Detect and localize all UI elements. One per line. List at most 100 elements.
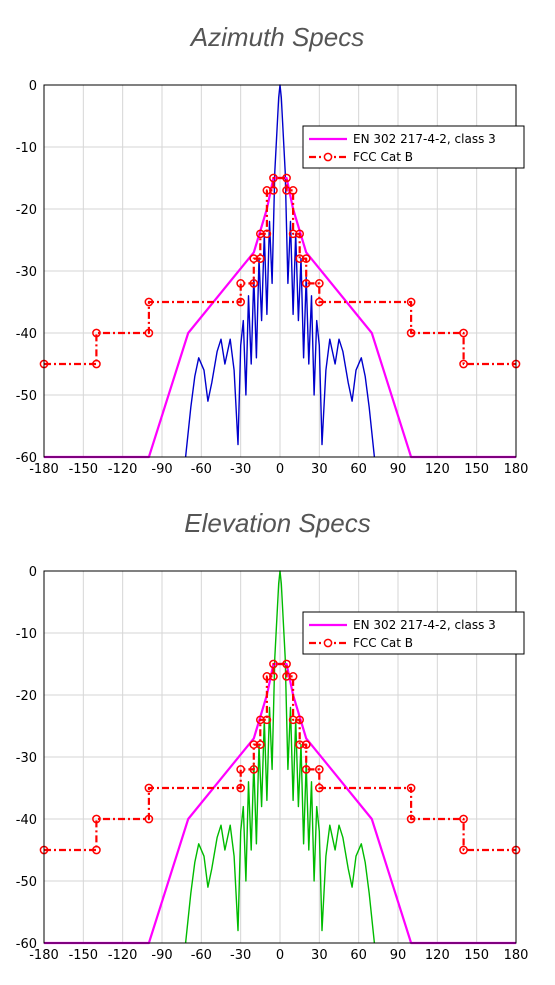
elevation-fcc-marker-26 [406, 814, 416, 824]
azimuth-ytick-3: -30 [16, 265, 37, 280]
azimuth-legend-label-0: EN 302 217-4-2, class 3 [353, 132, 496, 146]
elevation-xtick-4: -60 [191, 948, 212, 963]
elevation-fcc-marker-23 [314, 765, 324, 774]
azimuth-fcc-marker-1 [92, 359, 101, 369]
azimuth-fcc-marker-26 [406, 328, 416, 338]
azimuth-fcc-marker-17 [288, 186, 298, 195]
elevation-ytick-3: -30 [16, 751, 37, 766]
elevation-fcc-marker-28 [459, 845, 468, 855]
azimuth-chart: -180 -150 -120 -90 -60 -30 0 30 60 90 120 150 180 0 -1… [16, 79, 529, 477]
azimuth-fcc-marker-7 [249, 279, 259, 288]
azimuth-fcc-marker-11 [262, 229, 272, 239]
elevation-fcc-marker-17 [288, 672, 298, 681]
elevation-xtick-2: -120 [108, 948, 138, 963]
elevation-legend-marker-1 [323, 638, 333, 648]
azimuth-fcc-marker-15 [282, 173, 291, 183]
elevation-fcc-marker-27 [459, 814, 468, 824]
azimuth-fcc-marker-25 [406, 297, 416, 307]
azimuth-legend-marker-1 [323, 152, 333, 162]
azimuth-xtick-12: 180 [504, 462, 529, 477]
elevation-xtick-8: 60 [350, 948, 367, 963]
azimuth-fcc-marker-23 [314, 279, 324, 288]
elevation-xtick-0: -180 [29, 948, 59, 963]
elevation-ytick-2: -20 [16, 689, 37, 704]
azimuth-fcc-marker-6 [236, 279, 246, 288]
elevation-xtick-1: -150 [69, 948, 99, 963]
elevation-chart: -180 -150 -120 -90 -60 -30 0 30 60 90 120 150 180 0 -1… [16, 565, 529, 963]
chart-title-elevation: Elevation Specs [184, 508, 371, 538]
chart-title-azimuth: Azimuth Specs [190, 22, 365, 52]
azimuth-xtick-11: 150 [464, 462, 489, 477]
azimuth-fcc-marker-21 [301, 254, 311, 263]
azimuth-axes-frame [43, 84, 517, 458]
elevation-fcc-marker-11 [262, 715, 272, 725]
azimuth-ytick-5: -50 [16, 389, 37, 404]
azimuth-xtick-6: 0 [276, 462, 284, 477]
elevation-fcc-marker-6 [236, 765, 246, 774]
elevation-ytick-6: -60 [16, 937, 37, 952]
elevation-legend [302, 611, 525, 655]
elevation-ytick-0: 0 [29, 565, 37, 580]
elevation-xtick-5: -30 [230, 948, 251, 963]
elevation-fcc-marker-15 [282, 659, 291, 669]
azimuth-ytick-6: -60 [16, 451, 37, 466]
elevation-xtick-6: 0 [276, 948, 284, 963]
azimuth-xtick-0: -180 [29, 462, 59, 477]
azimuth-xtick-1: -150 [69, 462, 99, 477]
elevation-legend-label-0: EN 302 217-4-2, class 3 [353, 618, 496, 632]
elevation-fcc-marker-24 [314, 783, 324, 793]
azimuth-fcc-marker-22 [301, 279, 311, 288]
elevation-fcc-marker-2 [92, 814, 101, 824]
elevation-fcc-marker-25 [406, 783, 416, 793]
elevation-fcc-marker-13 [269, 672, 278, 681]
azimuth-fcc-marker-3 [144, 328, 154, 338]
azimuth-legend [302, 125, 525, 169]
azimuth-fcc-marker-9 [255, 254, 265, 263]
elevation-xtick-12: 180 [504, 948, 529, 963]
elevation-axes-frame [43, 570, 517, 944]
elevation-fcc-marker-4 [144, 783, 154, 793]
azimuth-fcc-marker-28 [459, 359, 468, 369]
elevation-fcc-marker-7 [249, 765, 259, 774]
azimuth-fcc-marker-19 [295, 229, 305, 239]
elevation-legend-label-1: FCC Cat B [353, 636, 413, 650]
elevation-xtick-10: 120 [425, 948, 450, 963]
azimuth-xtick-9: 90 [390, 462, 407, 477]
elevation-fcc-marker-21 [301, 740, 311, 749]
elevation-fcc-marker-22 [301, 765, 311, 774]
azimuth-legend-label-1: FCC Cat B [353, 150, 413, 164]
elevation-xtick-3: -90 [151, 948, 172, 963]
azimuth-xtick-2: -120 [108, 462, 138, 477]
azimuth-ytick-4: -40 [16, 327, 37, 342]
elevation-xtick-9: 90 [390, 948, 407, 963]
elevation-ytick-5: -50 [16, 875, 37, 890]
azimuth-ytick-0: 0 [29, 79, 37, 94]
elevation-ytick-4: -40 [16, 813, 37, 828]
elevation-fcc-marker-3 [144, 814, 154, 824]
elevation-fcc-marker-14 [269, 659, 278, 669]
elevation-xtick-7: 30 [311, 948, 328, 963]
elevation-fcc-marker-1 [92, 845, 101, 855]
azimuth-xtick-10: 120 [425, 462, 450, 477]
azimuth-xtick-5: -30 [230, 462, 251, 477]
elevation-fcc-marker-9 [255, 740, 265, 749]
azimuth-ytick-2: -20 [16, 203, 37, 218]
elevation-fcc-marker-5 [236, 783, 246, 793]
elevation-series-1-line [44, 662, 516, 852]
azimuth-ytick-1: -10 [16, 141, 37, 156]
azimuth-fcc-marker-24 [314, 297, 324, 307]
azimuth-xtick-4: -60 [191, 462, 212, 477]
azimuth-series-1-line [44, 176, 516, 366]
azimuth-fcc-marker-4 [144, 297, 154, 307]
elevation-xtick-11: 150 [464, 948, 489, 963]
azimuth-xtick-8: 60 [350, 462, 367, 477]
azimuth-fcc-marker-13 [269, 186, 278, 195]
azimuth-fcc-marker-2 [92, 328, 101, 338]
azimuth-fcc-marker-5 [236, 297, 246, 307]
azimuth-xtick-3: -90 [151, 462, 172, 477]
elevation-fcc-marker-19 [295, 715, 305, 725]
elevation-ytick-1: -10 [16, 627, 37, 642]
azimuth-fcc-marker-27 [459, 328, 468, 338]
azimuth-fcc-marker-14 [269, 173, 278, 183]
azimuth-xtick-7: 30 [311, 462, 328, 477]
